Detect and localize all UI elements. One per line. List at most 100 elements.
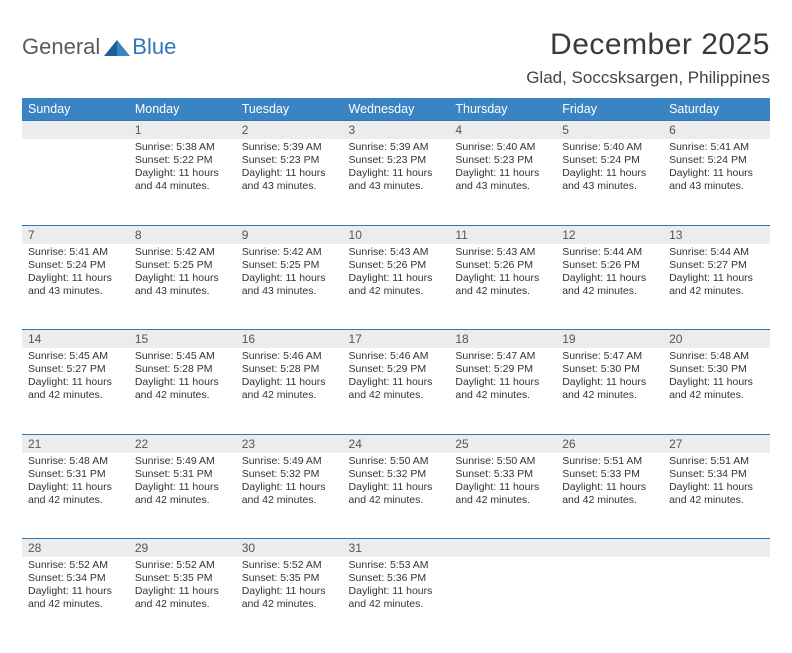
sunrise-text: Sunrise: 5:52 AM [135,559,230,572]
daylight-text: Daylight: 11 hours and 42 minutes. [349,481,444,507]
day-number: 11 [449,225,556,244]
daynum-row: 123456 [22,121,770,140]
day-cell: Sunrise: 5:53 AMSunset: 5:36 PMDaylight:… [343,557,450,643]
day-cell-body: Sunrise: 5:44 AMSunset: 5:26 PMDaylight:… [556,244,663,303]
day-cell-body [449,557,556,563]
calendar-table: Sunday Monday Tuesday Wednesday Thursday… [22,98,770,643]
sunrise-text: Sunrise: 5:51 AM [669,455,764,468]
day-number: 7 [22,225,129,244]
sunset-text: Sunset: 5:23 PM [242,154,337,167]
day-cell-body: Sunrise: 5:42 AMSunset: 5:25 PMDaylight:… [236,244,343,303]
sunset-text: Sunset: 5:34 PM [669,468,764,481]
day-cell-body: Sunrise: 5:52 AMSunset: 5:35 PMDaylight:… [236,557,343,616]
daylight-text: Daylight: 11 hours and 43 minutes. [669,167,764,193]
col-monday: Monday [129,98,236,121]
daylight-text: Daylight: 11 hours and 43 minutes. [135,272,230,298]
header: General Blue December 2025 Glad, Soccsks… [22,28,770,88]
daylight-text: Daylight: 11 hours and 43 minutes. [242,167,337,193]
day-cell-body: Sunrise: 5:43 AMSunset: 5:26 PMDaylight:… [343,244,450,303]
day-cell-body: Sunrise: 5:40 AMSunset: 5:24 PMDaylight:… [556,139,663,198]
day-number [663,539,770,558]
sunset-text: Sunset: 5:26 PM [349,259,444,272]
daynum-row: 28293031 [22,539,770,558]
day-number: 27 [663,434,770,453]
day-cell: Sunrise: 5:39 AMSunset: 5:23 PMDaylight:… [343,139,450,225]
day-cell: Sunrise: 5:51 AMSunset: 5:34 PMDaylight:… [663,453,770,539]
day-number: 1 [129,121,236,140]
day-cell: Sunrise: 5:38 AMSunset: 5:22 PMDaylight:… [129,139,236,225]
sunset-text: Sunset: 5:32 PM [242,468,337,481]
day-number: 25 [449,434,556,453]
day-cell: Sunrise: 5:47 AMSunset: 5:29 PMDaylight:… [449,348,556,434]
day-cell: Sunrise: 5:43 AMSunset: 5:26 PMDaylight:… [343,244,450,330]
week-row: Sunrise: 5:45 AMSunset: 5:27 PMDaylight:… [22,348,770,434]
sunrise-text: Sunrise: 5:40 AM [455,141,550,154]
day-cell: Sunrise: 5:40 AMSunset: 5:24 PMDaylight:… [556,139,663,225]
sunset-text: Sunset: 5:24 PM [669,154,764,167]
daylight-text: Daylight: 11 hours and 42 minutes. [28,585,123,611]
col-wednesday: Wednesday [343,98,450,121]
sunset-text: Sunset: 5:31 PM [135,468,230,481]
sunrise-text: Sunrise: 5:49 AM [242,455,337,468]
sunrise-text: Sunrise: 5:53 AM [349,559,444,572]
day-cell-body: Sunrise: 5:51 AMSunset: 5:34 PMDaylight:… [663,453,770,512]
day-number [449,539,556,558]
day-cell: Sunrise: 5:45 AMSunset: 5:28 PMDaylight:… [129,348,236,434]
day-cell-body: Sunrise: 5:38 AMSunset: 5:22 PMDaylight:… [129,139,236,198]
daylight-text: Daylight: 11 hours and 42 minutes. [242,376,337,402]
day-number: 24 [343,434,450,453]
day-number: 10 [343,225,450,244]
day-cell: Sunrise: 5:43 AMSunset: 5:26 PMDaylight:… [449,244,556,330]
sunset-text: Sunset: 5:30 PM [669,363,764,376]
sunrise-text: Sunrise: 5:41 AM [28,246,123,259]
day-cell: Sunrise: 5:51 AMSunset: 5:33 PMDaylight:… [556,453,663,539]
day-cell [22,139,129,225]
brand-text-2: Blue [132,34,176,60]
day-number [22,121,129,140]
daylight-text: Daylight: 11 hours and 42 minutes. [28,481,123,507]
daylight-text: Daylight: 11 hours and 43 minutes. [455,167,550,193]
day-number: 21 [22,434,129,453]
day-cell-body: Sunrise: 5:39 AMSunset: 5:23 PMDaylight:… [236,139,343,198]
day-cell-body: Sunrise: 5:45 AMSunset: 5:27 PMDaylight:… [22,348,129,407]
calendar-page: General Blue December 2025 Glad, Soccsks… [0,0,792,653]
day-cell-body: Sunrise: 5:48 AMSunset: 5:30 PMDaylight:… [663,348,770,407]
col-sunday: Sunday [22,98,129,121]
day-cell-body: Sunrise: 5:47 AMSunset: 5:29 PMDaylight:… [449,348,556,407]
day-cell-body: Sunrise: 5:39 AMSunset: 5:23 PMDaylight:… [343,139,450,198]
sunset-text: Sunset: 5:31 PM [28,468,123,481]
sunset-text: Sunset: 5:32 PM [349,468,444,481]
sunset-text: Sunset: 5:35 PM [242,572,337,585]
daylight-text: Daylight: 11 hours and 43 minutes. [28,272,123,298]
day-cell-body [663,557,770,563]
sunset-text: Sunset: 5:25 PM [135,259,230,272]
day-number: 19 [556,330,663,349]
sunset-text: Sunset: 5:36 PM [349,572,444,585]
sunrise-text: Sunrise: 5:49 AM [135,455,230,468]
daylight-text: Daylight: 11 hours and 44 minutes. [135,167,230,193]
day-number: 31 [343,539,450,558]
sunrise-text: Sunrise: 5:42 AM [242,246,337,259]
daylight-text: Daylight: 11 hours and 43 minutes. [349,167,444,193]
week-row: Sunrise: 5:48 AMSunset: 5:31 PMDaylight:… [22,453,770,539]
daynum-row: 21222324252627 [22,434,770,453]
day-cell-body: Sunrise: 5:53 AMSunset: 5:36 PMDaylight:… [343,557,450,616]
sunrise-text: Sunrise: 5:40 AM [562,141,657,154]
sunset-text: Sunset: 5:33 PM [455,468,550,481]
day-cell-body: Sunrise: 5:46 AMSunset: 5:28 PMDaylight:… [236,348,343,407]
sunset-text: Sunset: 5:26 PM [562,259,657,272]
day-cell: Sunrise: 5:44 AMSunset: 5:27 PMDaylight:… [663,244,770,330]
daynum-row: 14151617181920 [22,330,770,349]
sunset-text: Sunset: 5:33 PM [562,468,657,481]
day-cell-body: Sunrise: 5:49 AMSunset: 5:32 PMDaylight:… [236,453,343,512]
day-cell-body: Sunrise: 5:49 AMSunset: 5:31 PMDaylight:… [129,453,236,512]
daylight-text: Daylight: 11 hours and 42 minutes. [669,376,764,402]
col-saturday: Saturday [663,98,770,121]
day-cell-body: Sunrise: 5:51 AMSunset: 5:33 PMDaylight:… [556,453,663,512]
day-number: 14 [22,330,129,349]
week-row: Sunrise: 5:38 AMSunset: 5:22 PMDaylight:… [22,139,770,225]
sunrise-text: Sunrise: 5:39 AM [349,141,444,154]
sunset-text: Sunset: 5:27 PM [28,363,123,376]
day-cell: Sunrise: 5:47 AMSunset: 5:30 PMDaylight:… [556,348,663,434]
day-number: 30 [236,539,343,558]
